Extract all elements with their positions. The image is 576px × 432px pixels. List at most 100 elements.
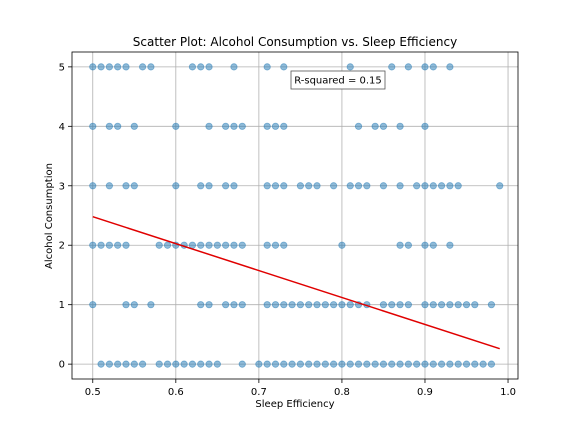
data-point [271, 241, 280, 249]
data-point [446, 182, 454, 190]
data-point [280, 360, 288, 368]
data-point [271, 122, 280, 130]
data-point [180, 360, 188, 368]
data-point [280, 241, 288, 249]
x-tick-label: 0.8 [334, 387, 350, 398]
data-point [97, 241, 105, 249]
data-point [188, 360, 197, 368]
data-point [454, 360, 462, 368]
data-point [396, 182, 404, 190]
data-point [429, 182, 437, 190]
data-point [454, 182, 462, 190]
data-point [163, 360, 172, 368]
data-point [396, 122, 404, 130]
data-point [105, 182, 113, 190]
data-point [114, 241, 122, 249]
data-point [89, 241, 97, 249]
data-point [454, 301, 462, 309]
data-point [346, 301, 354, 309]
data-point [271, 182, 280, 190]
data-point [138, 360, 147, 368]
data-point [396, 241, 404, 249]
data-point [213, 241, 221, 249]
data-point [280, 182, 288, 190]
data-point [188, 241, 197, 249]
data-point [238, 360, 246, 368]
data-point [413, 360, 421, 368]
y-tick-label: 3 [59, 181, 65, 192]
data-point [396, 360, 404, 368]
x-axis-label: Sleep Efficiency [255, 399, 334, 410]
data-point [487, 360, 496, 368]
data-point [222, 122, 230, 130]
data-point [263, 122, 271, 130]
data-point [313, 301, 321, 309]
x-axis-ticks: 0.5 0.6 0.7 0.8 0.9 1.0 [85, 379, 516, 398]
data-point [230, 122, 238, 130]
data-point [280, 122, 288, 130]
data-point [114, 360, 122, 368]
data-point [354, 182, 363, 190]
data-point [437, 301, 446, 309]
x-tick-label: 0.9 [417, 387, 433, 398]
data-point [305, 301, 313, 309]
data-point [105, 122, 113, 130]
data-point [338, 241, 346, 249]
data-point [280, 301, 288, 309]
data-point [271, 301, 280, 309]
data-point [130, 182, 138, 190]
data-point [197, 360, 205, 368]
data-point [130, 360, 138, 368]
data-point [197, 63, 205, 71]
data-point [263, 360, 271, 368]
annotation-text: R-squared = 0.15 [294, 76, 382, 87]
data-point [238, 241, 246, 249]
data-point [379, 182, 388, 190]
data-point [105, 63, 113, 71]
data-point [429, 301, 437, 309]
data-point [462, 301, 471, 309]
data-point [230, 241, 238, 249]
data-point [197, 182, 205, 190]
data-point [205, 182, 213, 190]
data-point [388, 63, 396, 71]
data-point [313, 360, 321, 368]
data-point [379, 122, 388, 130]
data-point [421, 301, 429, 309]
data-point [421, 122, 429, 130]
data-point [147, 301, 155, 309]
data-point [147, 63, 155, 71]
data-point [205, 301, 213, 309]
data-point [471, 301, 479, 309]
data-point [446, 241, 454, 249]
data-point [305, 182, 313, 190]
data-point [280, 63, 288, 71]
data-point [429, 241, 437, 249]
x-tick-label: 0.5 [85, 387, 101, 398]
data-point [130, 122, 138, 130]
data-point [155, 241, 163, 249]
data-point [421, 360, 429, 368]
data-point [379, 301, 388, 309]
data-point [296, 360, 304, 368]
data-point [338, 360, 346, 368]
data-point [388, 301, 396, 309]
data-point [172, 360, 180, 368]
data-point [496, 182, 504, 190]
y-axis-ticks: 0 1 2 3 4 5 [59, 62, 72, 371]
data-point [238, 122, 246, 130]
data-point [296, 301, 304, 309]
y-axis-label: Alcohol Consumption [44, 163, 55, 269]
data-point [238, 301, 246, 309]
y-tick-label: 0 [59, 360, 65, 371]
data-point [429, 63, 437, 71]
data-point [404, 301, 412, 309]
data-point [288, 360, 296, 368]
data-point [122, 182, 130, 190]
data-point [89, 63, 97, 71]
data-point [97, 360, 105, 368]
data-point [404, 360, 412, 368]
chart-title: Scatter Plot: Alcohol Consumption vs. Sl… [133, 35, 457, 49]
data-point [346, 360, 354, 368]
